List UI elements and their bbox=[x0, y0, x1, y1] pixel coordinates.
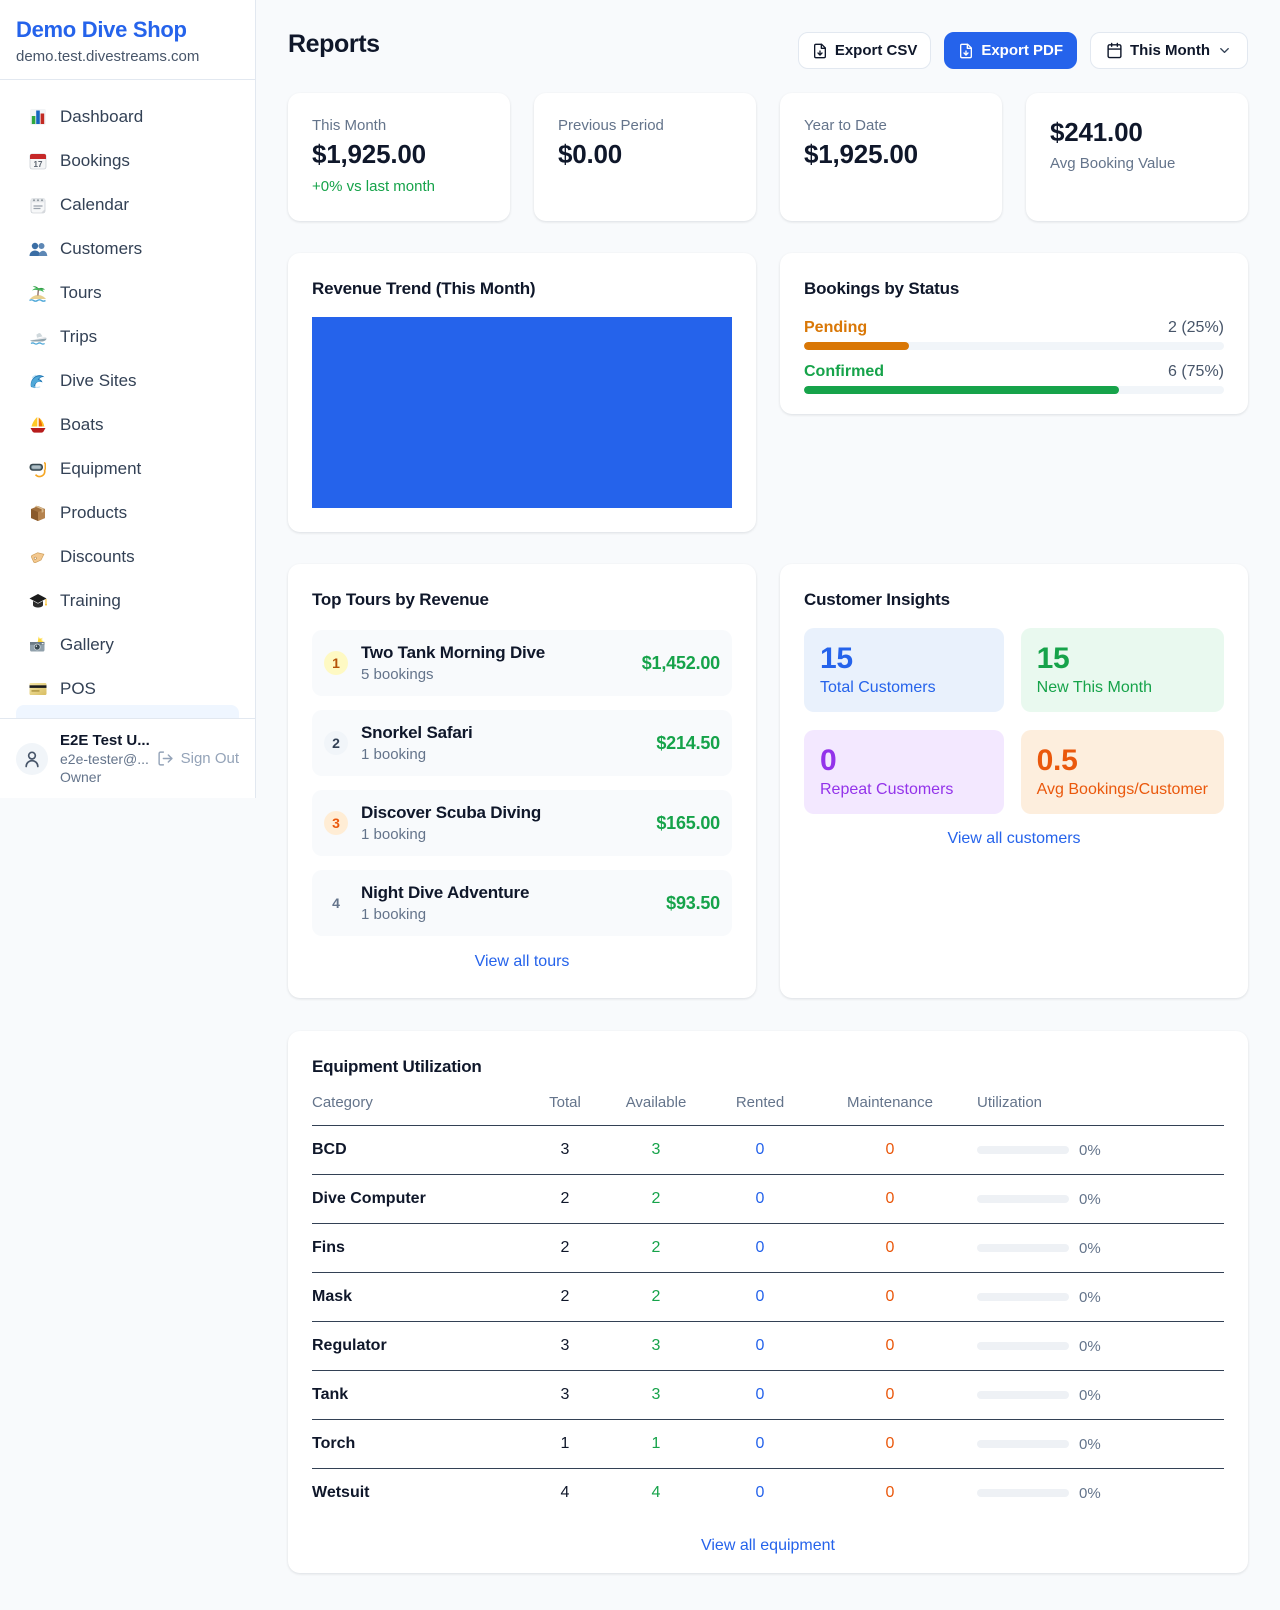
svg-text:17: 17 bbox=[34, 160, 43, 169]
